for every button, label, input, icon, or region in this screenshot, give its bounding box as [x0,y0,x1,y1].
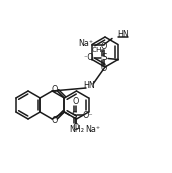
Text: CH₂: CH₂ [91,47,105,52]
Text: O: O [72,98,79,107]
Text: HN: HN [117,30,129,39]
Text: O: O [51,116,57,125]
Text: Na⁺: Na⁺ [78,39,94,48]
Text: O: O [72,122,79,131]
Text: S: S [101,53,107,62]
Text: O⁻: O⁻ [82,111,93,120]
Text: O: O [101,64,107,73]
Text: O: O [101,42,107,51]
Text: Na⁺: Na⁺ [85,125,100,134]
Text: O: O [51,85,57,94]
Text: S: S [72,111,77,120]
Text: HN: HN [83,81,95,90]
Text: ⁻O: ⁻O [84,53,94,62]
Text: NH₂: NH₂ [69,125,84,134]
